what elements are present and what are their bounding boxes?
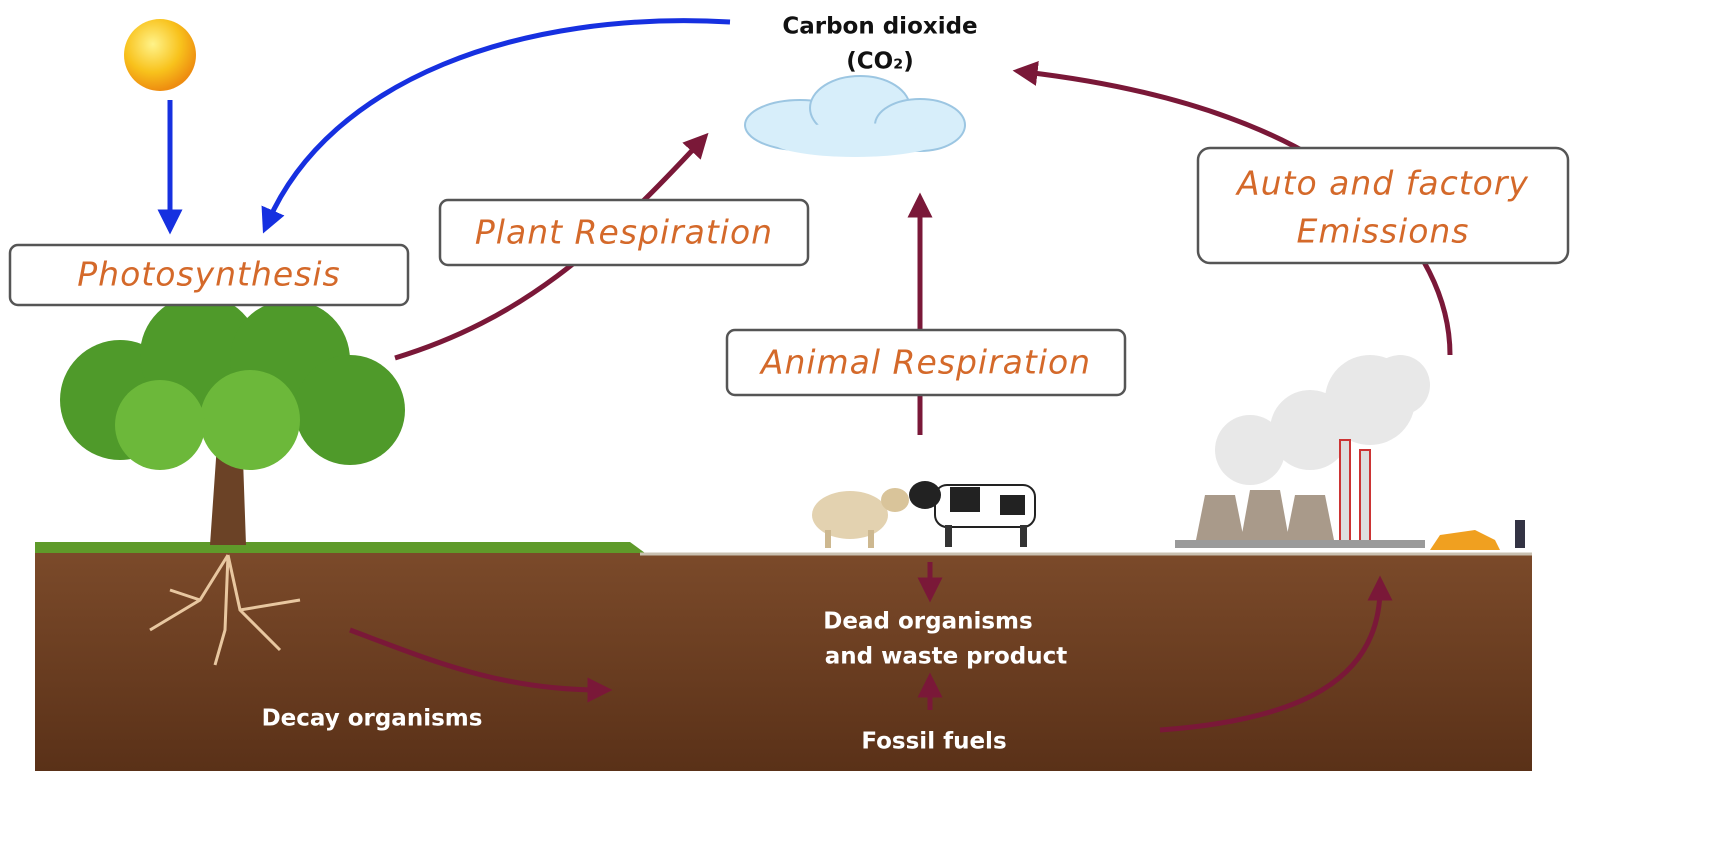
ground-label: Decay organisms [262,706,483,732]
body: Carbon dioxide (CO₂) Photosynthesis Plan… [0,0,1722,845]
leaf [200,370,300,470]
leaf [295,355,405,465]
process-label: Auto and factory [1235,164,1529,203]
chimney [1360,450,1370,545]
sheep [812,491,888,539]
sheep-head [881,488,909,512]
animals [812,481,1035,548]
process-label: Plant Respiration [475,213,773,252]
process-label: Emissions [1296,212,1469,251]
soil [35,553,1532,771]
process-label: Animal Respiration [759,343,1091,382]
cloud [745,76,965,157]
cow-leg [1020,525,1027,547]
smoke [1215,355,1430,485]
car [1430,530,1500,550]
grass [35,542,645,553]
factory-base [1175,540,1425,548]
page: Carbon cycle {"header": {"title_lines": … [0,0,1722,845]
sheep-leg [825,530,831,548]
factory [1175,355,1525,550]
cow-leg [945,525,952,547]
chimney [1340,440,1350,545]
arrow [268,21,730,222]
title: (CO₂) [846,49,914,75]
ground-label: Fossil fuels [861,729,1006,755]
leaf [115,380,205,470]
ground-label: Dead organisms [823,609,1032,635]
ground-label: and waste product [825,644,1068,670]
title: Carbon dioxide [782,14,977,40]
process-label: Photosynthesis [77,255,340,294]
diagram: Carbon dioxide (CO₂) Photosynthesis Plan… [0,0,1722,845]
cloud-part [770,123,940,157]
cooling-towers [1195,490,1335,545]
puff [1370,355,1430,415]
canopy [60,295,405,470]
sheep-leg [868,530,874,548]
person [1515,520,1525,548]
sun [124,19,196,91]
cow-head [909,481,941,509]
